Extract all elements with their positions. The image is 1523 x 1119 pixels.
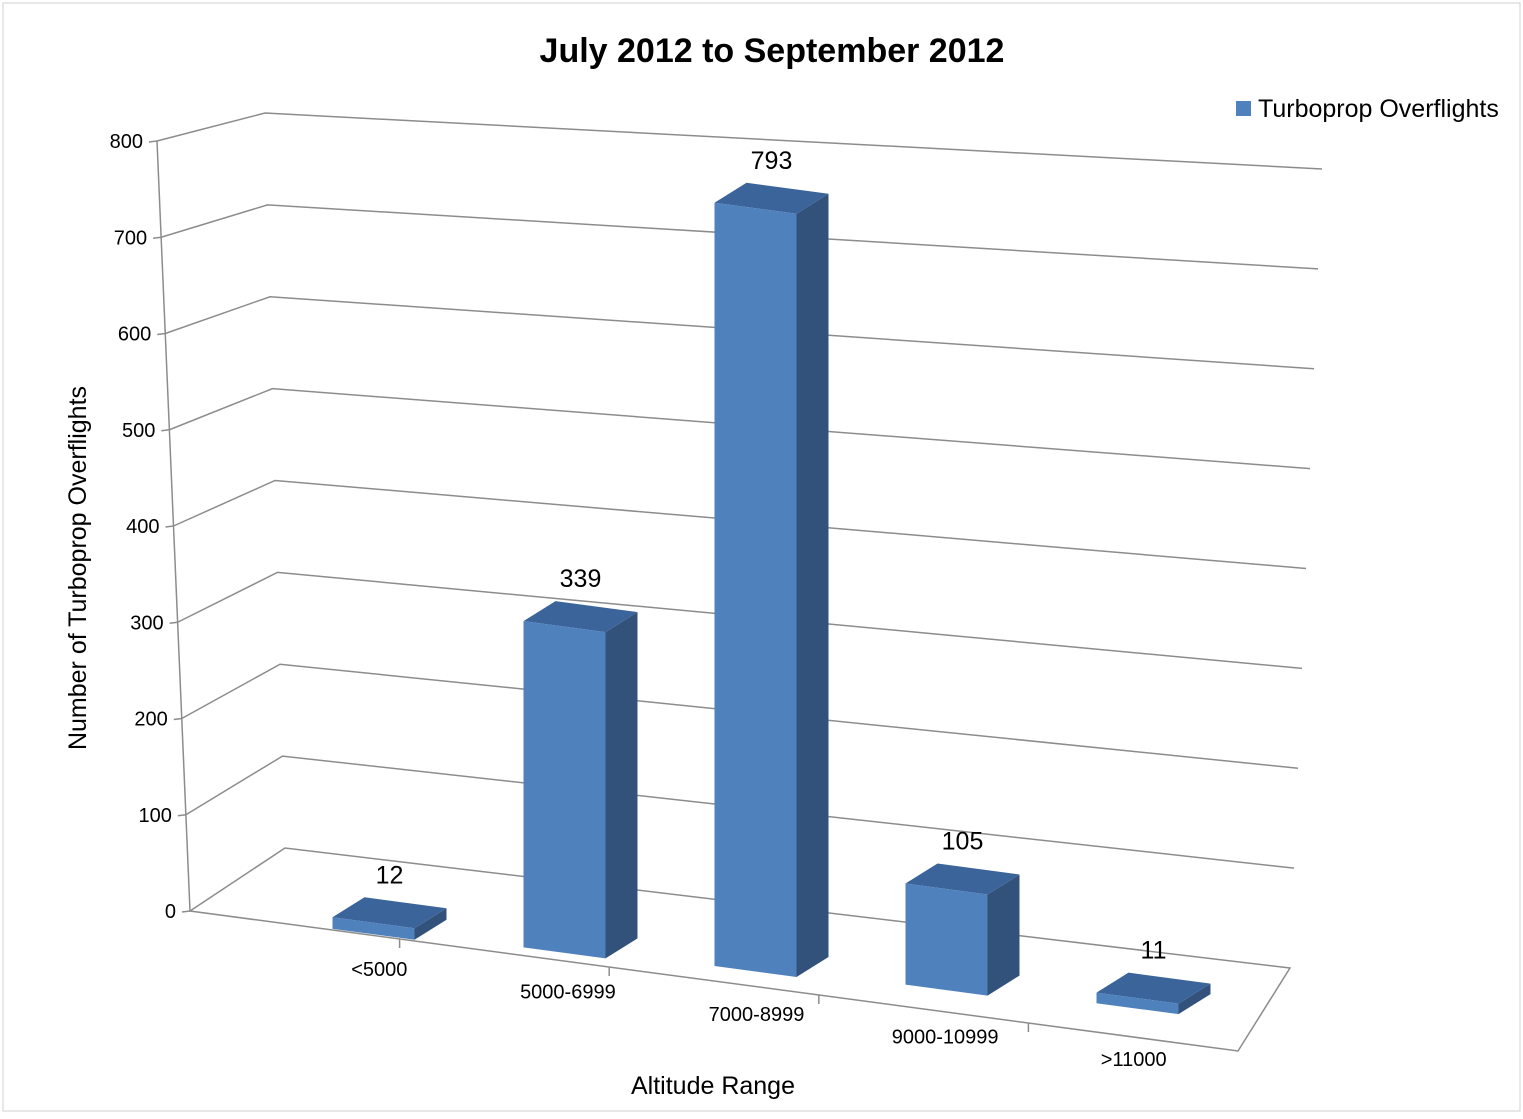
bars: [332, 182, 1211, 1015]
labels: 0 100 200 300 400 500 600 700 800 12 <5000 339 5000-…: [110, 131, 1167, 1071]
bar-3: [905, 863, 1020, 996]
gridline: [160, 204, 1319, 270]
gridline: [173, 479, 1307, 570]
gridlines: [148, 112, 1323, 913]
x-tick-label: 7000-8999: [709, 1004, 805, 1026]
gridline: [181, 663, 1299, 769]
bar-top: [714, 182, 829, 214]
bar-side: [987, 874, 1020, 996]
bar-side: [605, 612, 638, 959]
y-axis-title: Number of Turboprop Overflights: [64, 386, 92, 750]
bar-side: [796, 193, 829, 977]
bar-top: [332, 897, 447, 929]
y-tick-label: 600: [118, 324, 151, 346]
chart-title: July 2012 to September 2012: [540, 32, 1005, 70]
bar-front: [332, 917, 415, 940]
x-axis-title: Altitude Range: [631, 1072, 795, 1100]
y-tick-label: 200: [134, 709, 167, 731]
y-tick-label: 100: [139, 805, 172, 827]
floor-outline: [187, 847, 1292, 1052]
bar-1: [523, 601, 638, 959]
y-tick-mark: [157, 332, 166, 336]
x-tick-label: 5000-6999: [520, 982, 616, 1004]
bar-top: [905, 863, 1020, 895]
chart-floor: [187, 847, 1292, 1052]
bar-top: [523, 601, 638, 633]
bar-front: [905, 883, 988, 996]
bar-0: [332, 897, 447, 940]
data-label: 12: [376, 861, 404, 889]
y-tick-mark: [165, 525, 174, 528]
x-tick-label: <5000: [351, 959, 407, 981]
gridline: [156, 112, 1323, 170]
y-tick-mark: [173, 717, 182, 721]
x-tick-label: 9000-10999: [892, 1026, 999, 1048]
bar-top: [1096, 972, 1211, 1004]
data-label: 793: [751, 147, 793, 175]
bar-side: [1178, 983, 1211, 1015]
legend-label: Turboprop Overflights: [1258, 95, 1499, 123]
bar-front: [714, 202, 797, 977]
y-tick-label: 0: [165, 901, 176, 923]
bar-front: [523, 621, 606, 959]
y-tick-mark: [177, 814, 186, 817]
y-tick-mark: [153, 236, 162, 239]
y-tick-mark: [148, 140, 158, 143]
y-tick-label: 500: [122, 420, 155, 442]
data-label: 11: [1141, 937, 1167, 965]
gridline: [185, 755, 1295, 869]
y-tick-label: 800: [110, 131, 143, 153]
legend: Turboprop Overflights: [1236, 95, 1499, 123]
y-tick-mark: [161, 429, 170, 432]
gridline: [177, 571, 1303, 670]
gridline: [165, 295, 1315, 370]
y-tick-label: 300: [130, 612, 163, 634]
x-tick-label: >11000: [1101, 1049, 1167, 1071]
y-tick-mark: [169, 621, 178, 624]
y-axis-line: [156, 140, 191, 912]
y-tick-label: 700: [114, 227, 147, 249]
bar-4: [1096, 972, 1211, 1015]
y-tick-label: 400: [126, 516, 159, 538]
bar-front: [1096, 992, 1179, 1015]
bar-side: [414, 908, 447, 940]
gridline: [169, 387, 1311, 470]
legend-swatch: [1236, 101, 1251, 116]
data-label: 105: [942, 828, 984, 856]
bar-2: [714, 182, 829, 977]
data-label: 339: [560, 565, 602, 593]
